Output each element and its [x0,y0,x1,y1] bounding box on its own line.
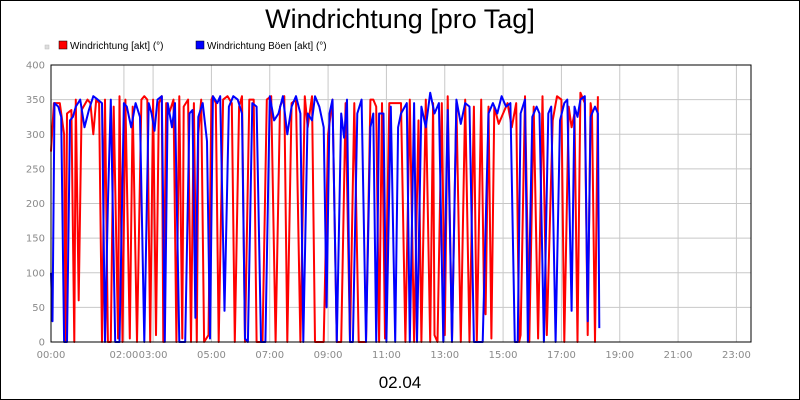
x-tick-label: 03:00 [139,350,168,361]
x-tick-label: 15:00 [489,350,518,361]
plot-area-frame [50,64,752,343]
x-tick-label: 21:00 [664,350,693,361]
x-tick-label: 23:00 [722,350,751,361]
legend-label-windrichtung: Windrichtung [akt] (°) [70,41,163,52]
x-tick-label: 19:00 [605,350,634,361]
y-tick-label: 200 [26,199,45,210]
legend-swatch-windrichtung-boeen [195,40,205,50]
series-lines [50,91,601,343]
x-tick-label: 05:00 [197,350,226,361]
y-tick-label: 100 [26,268,45,279]
x-tick-label: 17:00 [547,350,576,361]
y-tick-label: 350 [26,95,45,106]
legend: Windrichtung [akt] (°) Windrichtung Böen… [44,40,327,52]
y-axis-ticks: 0 50 100 150 200 250 300 350 400 [26,61,45,349]
y-tick-label: 250 [26,164,45,175]
y-tick-label: 50 [32,303,45,314]
x-tick-label: 07:00 [255,350,284,361]
x-tick-label: 13:00 [430,350,459,361]
y-tick-label: 150 [26,234,45,245]
chart-title: Windrichtung [pro Tag] [265,4,535,34]
legend-swatch-windrichtung [58,40,68,50]
x-axis-date-label: 02.04 [379,373,422,392]
x-tick-label: 00:00 [37,350,66,361]
x-tick-label: 02:00 [110,350,139,361]
x-axis-ticks: 00:00 02:00 03:00 05:00 07:00 09:00 11:00 13:00… [37,350,751,361]
series-line-0 [50,91,599,343]
x-tick-label: 11:00 [372,350,401,361]
y-tick-label: 0 [39,338,45,349]
legend-corner-marker [44,44,50,50]
y-tick-label: 300 [26,130,45,141]
legend-label-windrichtung-boeen: Windrichtung Böen [akt] (°) [207,41,327,52]
x-tick-label: 09:00 [314,350,343,361]
y-tick-label: 400 [26,61,45,72]
